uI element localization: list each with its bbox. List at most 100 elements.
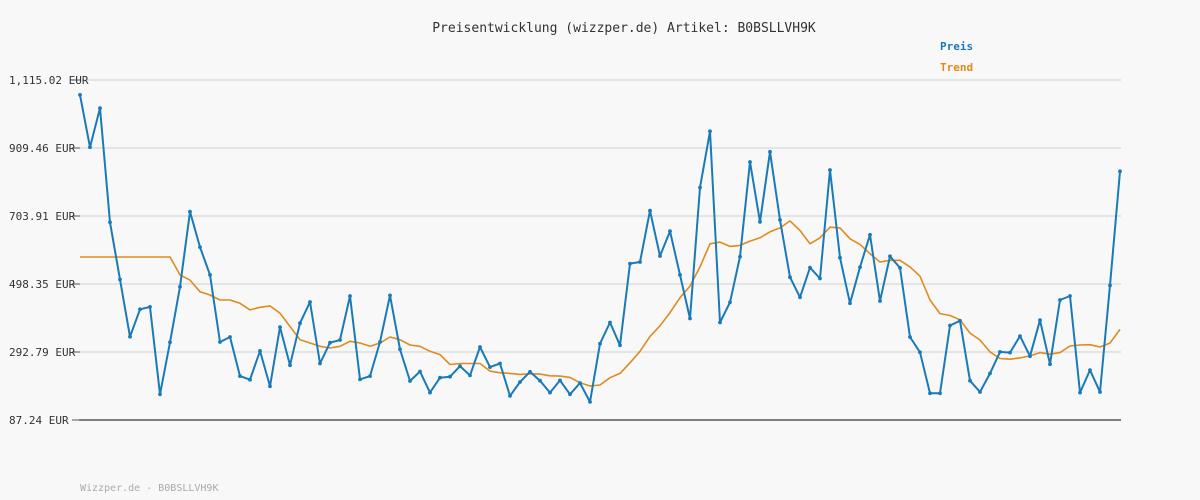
data-point-preis xyxy=(1008,350,1012,355)
y-tick-label-4: 292.79 EUR xyxy=(9,346,76,359)
data-point-preis xyxy=(988,371,992,376)
data-point-preis xyxy=(488,365,492,369)
data-point-preis xyxy=(678,273,682,277)
data-point-preis xyxy=(578,381,582,385)
data-point-preis xyxy=(638,260,642,264)
data-point-preis xyxy=(88,145,92,150)
data-point-preis xyxy=(78,93,82,97)
data-point-preis xyxy=(198,245,202,250)
data-point-preis xyxy=(808,265,812,270)
data-point-preis xyxy=(938,391,942,396)
data-point-preis xyxy=(928,391,932,396)
data-point-preis xyxy=(1068,294,1072,298)
data-point-preis xyxy=(328,340,332,345)
data-point-preis xyxy=(608,320,612,325)
data-point-preis xyxy=(268,384,272,389)
data-point-preis xyxy=(478,345,482,349)
data-point-preis xyxy=(788,275,792,280)
data-point-preis xyxy=(958,318,962,323)
data-point-preis xyxy=(378,340,382,344)
data-point-preis xyxy=(548,390,552,395)
chart-footer: Wizzper.de - B0BSLLVH9K xyxy=(80,483,218,494)
data-point-preis xyxy=(208,273,212,277)
y-tick-label-1: 909.46 EUR xyxy=(9,142,76,155)
data-point-preis xyxy=(338,338,342,342)
data-point-preis xyxy=(108,220,112,225)
data-point-preis xyxy=(818,276,822,281)
data-point-preis xyxy=(128,334,132,339)
data-point-preis xyxy=(698,185,702,190)
data-point-preis xyxy=(908,335,912,339)
data-point-preis xyxy=(348,294,352,298)
data-point-preis xyxy=(1088,368,1092,372)
data-point-preis xyxy=(468,373,472,378)
chart-title: Preisentwicklung (wizzper.de) Artikel: B… xyxy=(432,21,816,36)
data-point-preis xyxy=(558,378,562,383)
data-point-preis xyxy=(168,340,172,345)
data-point-preis xyxy=(718,320,722,325)
data-point-preis xyxy=(148,305,152,309)
data-point-preis xyxy=(828,168,832,172)
data-point-preis xyxy=(1098,390,1102,394)
data-point-preis xyxy=(448,374,452,379)
data-point-preis xyxy=(218,340,222,344)
data-point-preis xyxy=(138,307,142,312)
data-point-preis xyxy=(648,208,652,213)
data-point-preis xyxy=(1118,169,1122,174)
data-point-preis xyxy=(258,349,262,353)
data-point-preis xyxy=(858,265,862,270)
data-point-preis xyxy=(118,277,122,282)
data-point-preis xyxy=(228,335,232,339)
data-point-preis xyxy=(748,160,752,164)
data-point-preis xyxy=(768,149,772,154)
data-point-preis xyxy=(868,232,872,237)
data-point-preis xyxy=(798,295,802,300)
data-point-preis xyxy=(1108,283,1112,288)
legend-label-trend: Trend xyxy=(940,61,973,74)
data-point-preis xyxy=(968,378,972,383)
data-point-preis xyxy=(618,343,622,348)
data-point-preis xyxy=(358,377,362,382)
data-point-preis xyxy=(978,390,982,394)
data-point-preis xyxy=(848,301,852,306)
data-point-preis xyxy=(588,400,592,404)
data-point-preis xyxy=(1058,298,1062,302)
data-point-preis xyxy=(898,266,902,270)
data-point-preis xyxy=(318,361,322,366)
gridlines xyxy=(72,79,1121,421)
data-point-preis xyxy=(498,361,502,366)
data-point-preis xyxy=(368,374,372,378)
data-point-preis xyxy=(238,374,242,378)
data-point-preis xyxy=(408,379,412,383)
data-point-preis xyxy=(688,316,692,321)
data-point-preis xyxy=(778,218,782,222)
y-tick-label-5: 87.24 EUR xyxy=(9,414,69,427)
y-tick-label-2: 703.91 EUR xyxy=(9,210,76,223)
data-point-preis xyxy=(1018,334,1022,338)
data-point-preis xyxy=(188,209,192,214)
data-point-preis xyxy=(948,323,952,328)
data-point-preis xyxy=(178,284,182,289)
data-point-preis xyxy=(288,363,292,368)
data-point-preis xyxy=(528,369,532,374)
data-point-preis xyxy=(458,364,462,369)
data-point-preis xyxy=(398,347,402,352)
data-point-preis xyxy=(1048,362,1052,367)
data-point-preis xyxy=(668,229,672,234)
data-point-preis xyxy=(758,220,762,224)
data-point-preis xyxy=(438,375,442,380)
series-line-trend xyxy=(80,220,1121,387)
data-point-preis xyxy=(388,293,392,298)
data-point-preis xyxy=(1028,354,1032,359)
data-point-preis xyxy=(568,392,572,397)
data-point-preis xyxy=(628,261,632,266)
y-tick-label-3: 498.35 EUR xyxy=(9,278,76,291)
data-point-preis xyxy=(888,254,892,259)
data-point-preis xyxy=(518,380,522,384)
data-point-preis xyxy=(308,300,312,304)
data-point-preis xyxy=(418,369,422,374)
y-axis-ticks: 1,115.02 EUR 909.46 EUR 703.91 EUR 498.35 E… xyxy=(9,74,89,427)
data-point-preis xyxy=(658,254,662,258)
